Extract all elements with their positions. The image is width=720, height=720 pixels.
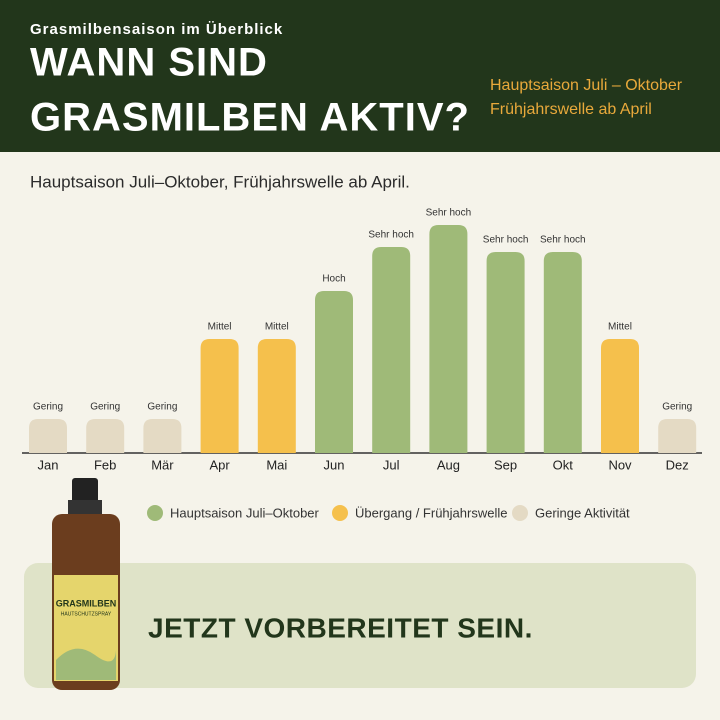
product-bottle: GRASMILBEN HAUTSCHUTZSPRAY — [52, 478, 120, 690]
bar — [315, 291, 353, 453]
value-label: Gering — [662, 402, 692, 413]
value-label: Gering — [33, 402, 63, 413]
value-label: Sehr hoch — [483, 235, 529, 246]
title-line: WANN SIND — [30, 41, 268, 85]
bar — [143, 419, 182, 453]
legend-label: Geringe Aktivität — [535, 505, 630, 520]
legend-label: Übergang / Frühjahrswelle — [355, 505, 507, 520]
x-tick-label: Okt — [553, 457, 574, 472]
value-label: Sehr hoch — [368, 230, 414, 241]
bar — [486, 252, 525, 453]
header-note: Frühjahrswelle ab April — [490, 101, 652, 118]
cta-box — [24, 563, 696, 688]
legend-swatch — [147, 505, 163, 521]
bar — [429, 225, 468, 453]
x-tick-label: Jan — [38, 457, 59, 472]
product-subtitle: HAUTSCHUTZSPRAY — [61, 611, 112, 617]
x-tick-label: Aug — [437, 457, 460, 472]
value-label: Mittel — [608, 322, 632, 333]
value-label: Mittel — [208, 322, 232, 333]
value-label: Gering — [147, 402, 177, 413]
bar — [372, 247, 411, 453]
x-tick-label: Feb — [94, 457, 116, 472]
value-label: Gering — [90, 402, 120, 413]
bar — [658, 419, 697, 453]
cta-text: JETZT VORBEREITET SEIN. — [148, 612, 533, 643]
x-tick-label: Mai — [266, 457, 287, 472]
header-note: Hauptsaison Juli – Oktober — [490, 77, 683, 94]
kicker: Grasmilbensaison im Überblick — [30, 21, 283, 38]
value-label: Sehr hoch — [426, 208, 472, 219]
x-tick-label: Jul — [383, 457, 400, 472]
product-name: GRASMILBEN — [56, 598, 117, 608]
bar — [29, 419, 67, 453]
bottle-neck — [68, 500, 102, 516]
title-line: GRASMILBEN AKTIV? — [30, 96, 470, 140]
legend-swatch — [332, 505, 348, 521]
x-tick-label: Mär — [151, 457, 174, 472]
bar — [601, 339, 639, 453]
header-band — [0, 0, 720, 152]
x-tick-label: Dez — [666, 457, 689, 472]
x-tick-label: Apr — [209, 457, 230, 472]
bar — [543, 252, 582, 453]
value-label: Mittel — [265, 322, 289, 333]
bar — [257, 339, 296, 453]
bar — [86, 419, 125, 453]
x-tick-label: Nov — [608, 457, 632, 472]
value-label: Sehr hoch — [540, 235, 586, 246]
legend-label: Hauptsaison Juli–Oktober — [170, 505, 320, 520]
chart-title: Hauptsaison Juli–Oktober, Frühjahrswelle… — [30, 172, 410, 191]
legend-swatch — [512, 505, 528, 521]
x-tick-label: Sep — [494, 457, 517, 472]
bottle-cap — [72, 478, 98, 504]
value-label: Hoch — [322, 274, 345, 285]
label-meadow — [56, 648, 116, 680]
x-tick-label: Jun — [324, 457, 345, 472]
bar — [200, 339, 239, 453]
